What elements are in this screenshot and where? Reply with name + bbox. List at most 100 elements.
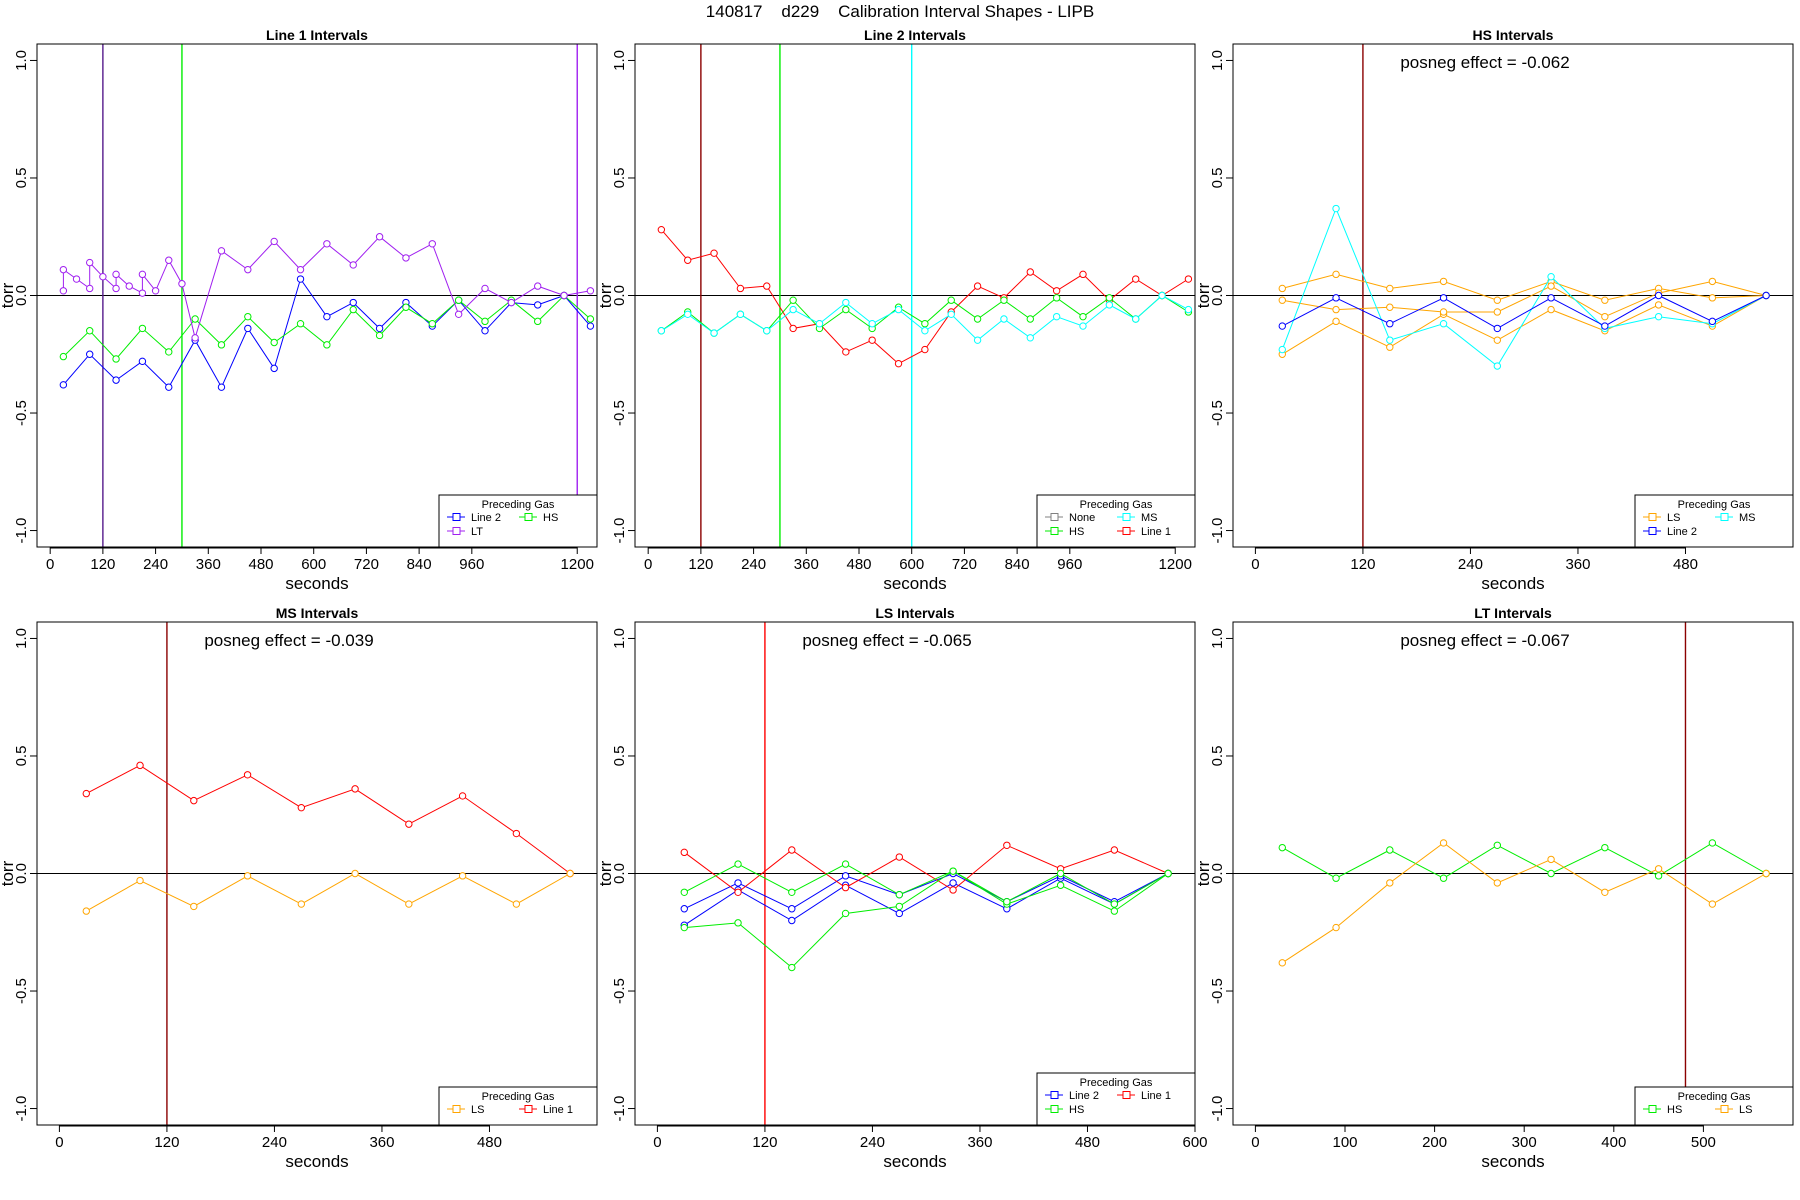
x-tick-label: 720	[952, 556, 977, 573]
data-point	[842, 348, 850, 356]
y-tick-label: 0.5	[611, 168, 628, 189]
data-point	[375, 331, 384, 340]
data-point	[1110, 907, 1119, 915]
data-point	[136, 761, 144, 770]
data-point	[973, 336, 982, 344]
data-point	[323, 312, 331, 321]
data-point	[1386, 303, 1394, 311]
y-tick-label: 1.0	[1209, 628, 1226, 649]
y-tick-label: 0.0	[611, 285, 628, 306]
data-point	[895, 909, 904, 918]
data-point	[1105, 301, 1114, 309]
data-point	[763, 282, 771, 290]
data-point	[1026, 268, 1034, 276]
data-point	[178, 280, 186, 288]
legend-box	[1634, 494, 1794, 548]
series-line	[1282, 280, 1767, 318]
data-point	[788, 905, 796, 913]
data-point	[1439, 308, 1448, 316]
legend-swatch-marker	[524, 513, 533, 521]
legend-title: Preceding Gas	[1080, 1077, 1153, 1089]
data-point	[270, 237, 278, 246]
data-point	[949, 886, 957, 894]
y-tick-label: 0.0	[13, 285, 30, 306]
x-axis-label: seconds	[1481, 574, 1544, 593]
x-tick-label: 360	[196, 556, 221, 573]
x-tick-label: 0	[46, 556, 54, 573]
data-point	[351, 869, 359, 878]
page-title: 140817 d229 Calibration Interval Shapes …	[705, 2, 1095, 21]
data-point	[1547, 272, 1555, 281]
data-point	[405, 900, 413, 908]
legend-swatch-marker	[1122, 527, 1131, 535]
data-point	[405, 820, 413, 828]
x-tick-label: 240	[262, 1134, 287, 1151]
data-point	[1079, 270, 1087, 279]
data-point	[481, 317, 489, 326]
data-point	[1105, 294, 1114, 302]
x-tick-label: 480	[1075, 1134, 1100, 1151]
data-point	[1708, 839, 1717, 847]
data-point	[734, 860, 742, 868]
series-line	[1282, 273, 1767, 301]
data-point	[1493, 362, 1502, 370]
data-point	[1278, 959, 1286, 967]
legend-swatch-marker	[1648, 1105, 1657, 1113]
legend-item-label: HS	[543, 512, 558, 524]
data-point	[1386, 284, 1394, 293]
y-tick-label: 0.5	[13, 168, 30, 189]
data-point	[763, 327, 771, 335]
data-point	[1332, 204, 1340, 213]
y-tick-label: -0.5	[13, 400, 30, 426]
data-point	[125, 282, 133, 290]
data-point	[138, 289, 147, 297]
data-point	[680, 848, 688, 857]
x-axis-label: seconds	[1481, 1152, 1544, 1171]
legend-item-label: LS	[471, 1104, 484, 1116]
x-tick-label: 1200	[561, 556, 594, 573]
x-tick-label: 0	[55, 1134, 63, 1151]
data-point	[560, 291, 568, 300]
series-line	[1282, 294, 1767, 329]
data-point	[1332, 294, 1340, 302]
data-point	[1052, 312, 1061, 321]
data-point	[138, 357, 147, 366]
data-point	[973, 282, 982, 290]
data-point	[534, 282, 542, 290]
data-point	[1079, 322, 1087, 330]
data-point	[190, 902, 198, 911]
data-point	[428, 240, 436, 248]
chart-title: Line 2 Intervals	[864, 27, 966, 43]
data-point	[270, 364, 278, 373]
series-line	[684, 870, 1169, 969]
legend-box	[438, 1086, 598, 1126]
data-point	[1708, 277, 1717, 286]
series-line	[684, 873, 1169, 926]
posneg-annotation: posneg effect = -0.039	[204, 631, 373, 650]
data-point	[586, 315, 595, 323]
legend-item-label: Line 1	[1141, 526, 1171, 538]
data-point	[734, 888, 742, 897]
data-point	[82, 789, 90, 798]
legend-swatch-marker	[1720, 513, 1729, 521]
data-point	[868, 320, 876, 328]
x-tick-label: 360	[794, 556, 819, 573]
data-point	[734, 919, 742, 927]
data-point	[1654, 872, 1663, 880]
y-tick-label: -1.0	[13, 1096, 30, 1122]
x-tick-label: 600	[301, 556, 326, 573]
data-point	[59, 287, 68, 295]
y-tick-label: 0.0	[13, 863, 30, 884]
data-point	[191, 334, 199, 342]
data-point	[1601, 843, 1609, 852]
data-point	[1439, 320, 1448, 328]
data-point	[1386, 879, 1394, 887]
x-axis-label: seconds	[285, 1152, 348, 1171]
legend-swatch-marker	[1122, 513, 1131, 521]
data-point	[86, 258, 94, 267]
data-point	[349, 298, 357, 307]
data-point	[1708, 317, 1717, 326]
legend-swatch-marker	[1050, 513, 1059, 521]
data-point	[1547, 305, 1555, 314]
